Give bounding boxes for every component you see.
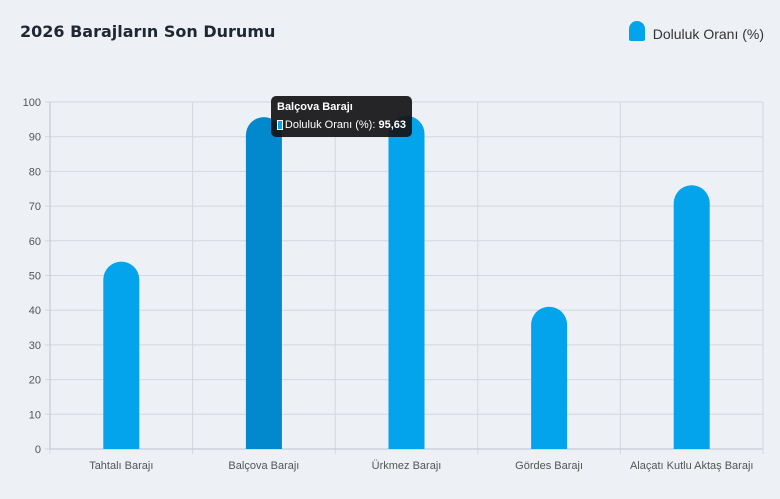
bar[interactable]	[388, 115, 425, 449]
tooltip-row: Doluluk Oranı (%): 95,63	[277, 119, 406, 131]
y-tick-label: 50	[29, 271, 41, 283]
tooltip-swatch	[277, 120, 283, 130]
y-tick-label: 20	[29, 375, 41, 387]
bar[interactable]	[673, 185, 710, 449]
x-tick-label: Ürkmez Barajı	[372, 460, 442, 472]
chart-tooltip: Balçova Barajı Doluluk Oranı (%): 95,63	[271, 96, 412, 137]
y-tick-label: 90	[29, 132, 41, 144]
x-tick-label: Balçova Barajı	[228, 460, 299, 472]
x-tick-label: Tahtalı Barajı	[89, 460, 153, 472]
legend-label: Doluluk Oranı (%)	[652, 26, 764, 42]
y-tick-label: 60	[29, 236, 41, 248]
y-tick-label: 0	[35, 444, 41, 456]
y-tick-label: 70	[29, 201, 41, 213]
y-tick-label: 10	[29, 409, 41, 421]
bar[interactable]	[531, 306, 568, 449]
y-tick-label: 80	[29, 166, 41, 178]
chart-title: 2026 Barajların Son Durumu	[20, 22, 276, 41]
tooltip-value: 95,63	[378, 119, 406, 131]
tooltip-series-label: Doluluk Oranı (%):	[284, 119, 376, 131]
chart-legend[interactable]: Doluluk Oranı (%)	[628, 20, 764, 42]
legend-swatch	[628, 21, 645, 41]
y-tick-label: 40	[29, 305, 41, 317]
x-tick-label: Alaçatı Kutlu Aktaş Barajı	[630, 460, 754, 472]
y-tick-label: 100	[23, 97, 41, 109]
tooltip-title: Balçova Barajı	[277, 101, 353, 113]
x-tick-label: Gördes Barajı	[515, 460, 583, 472]
y-tick-label: 30	[29, 340, 41, 352]
bar[interactable]	[245, 117, 282, 450]
bar[interactable]	[103, 261, 140, 449]
